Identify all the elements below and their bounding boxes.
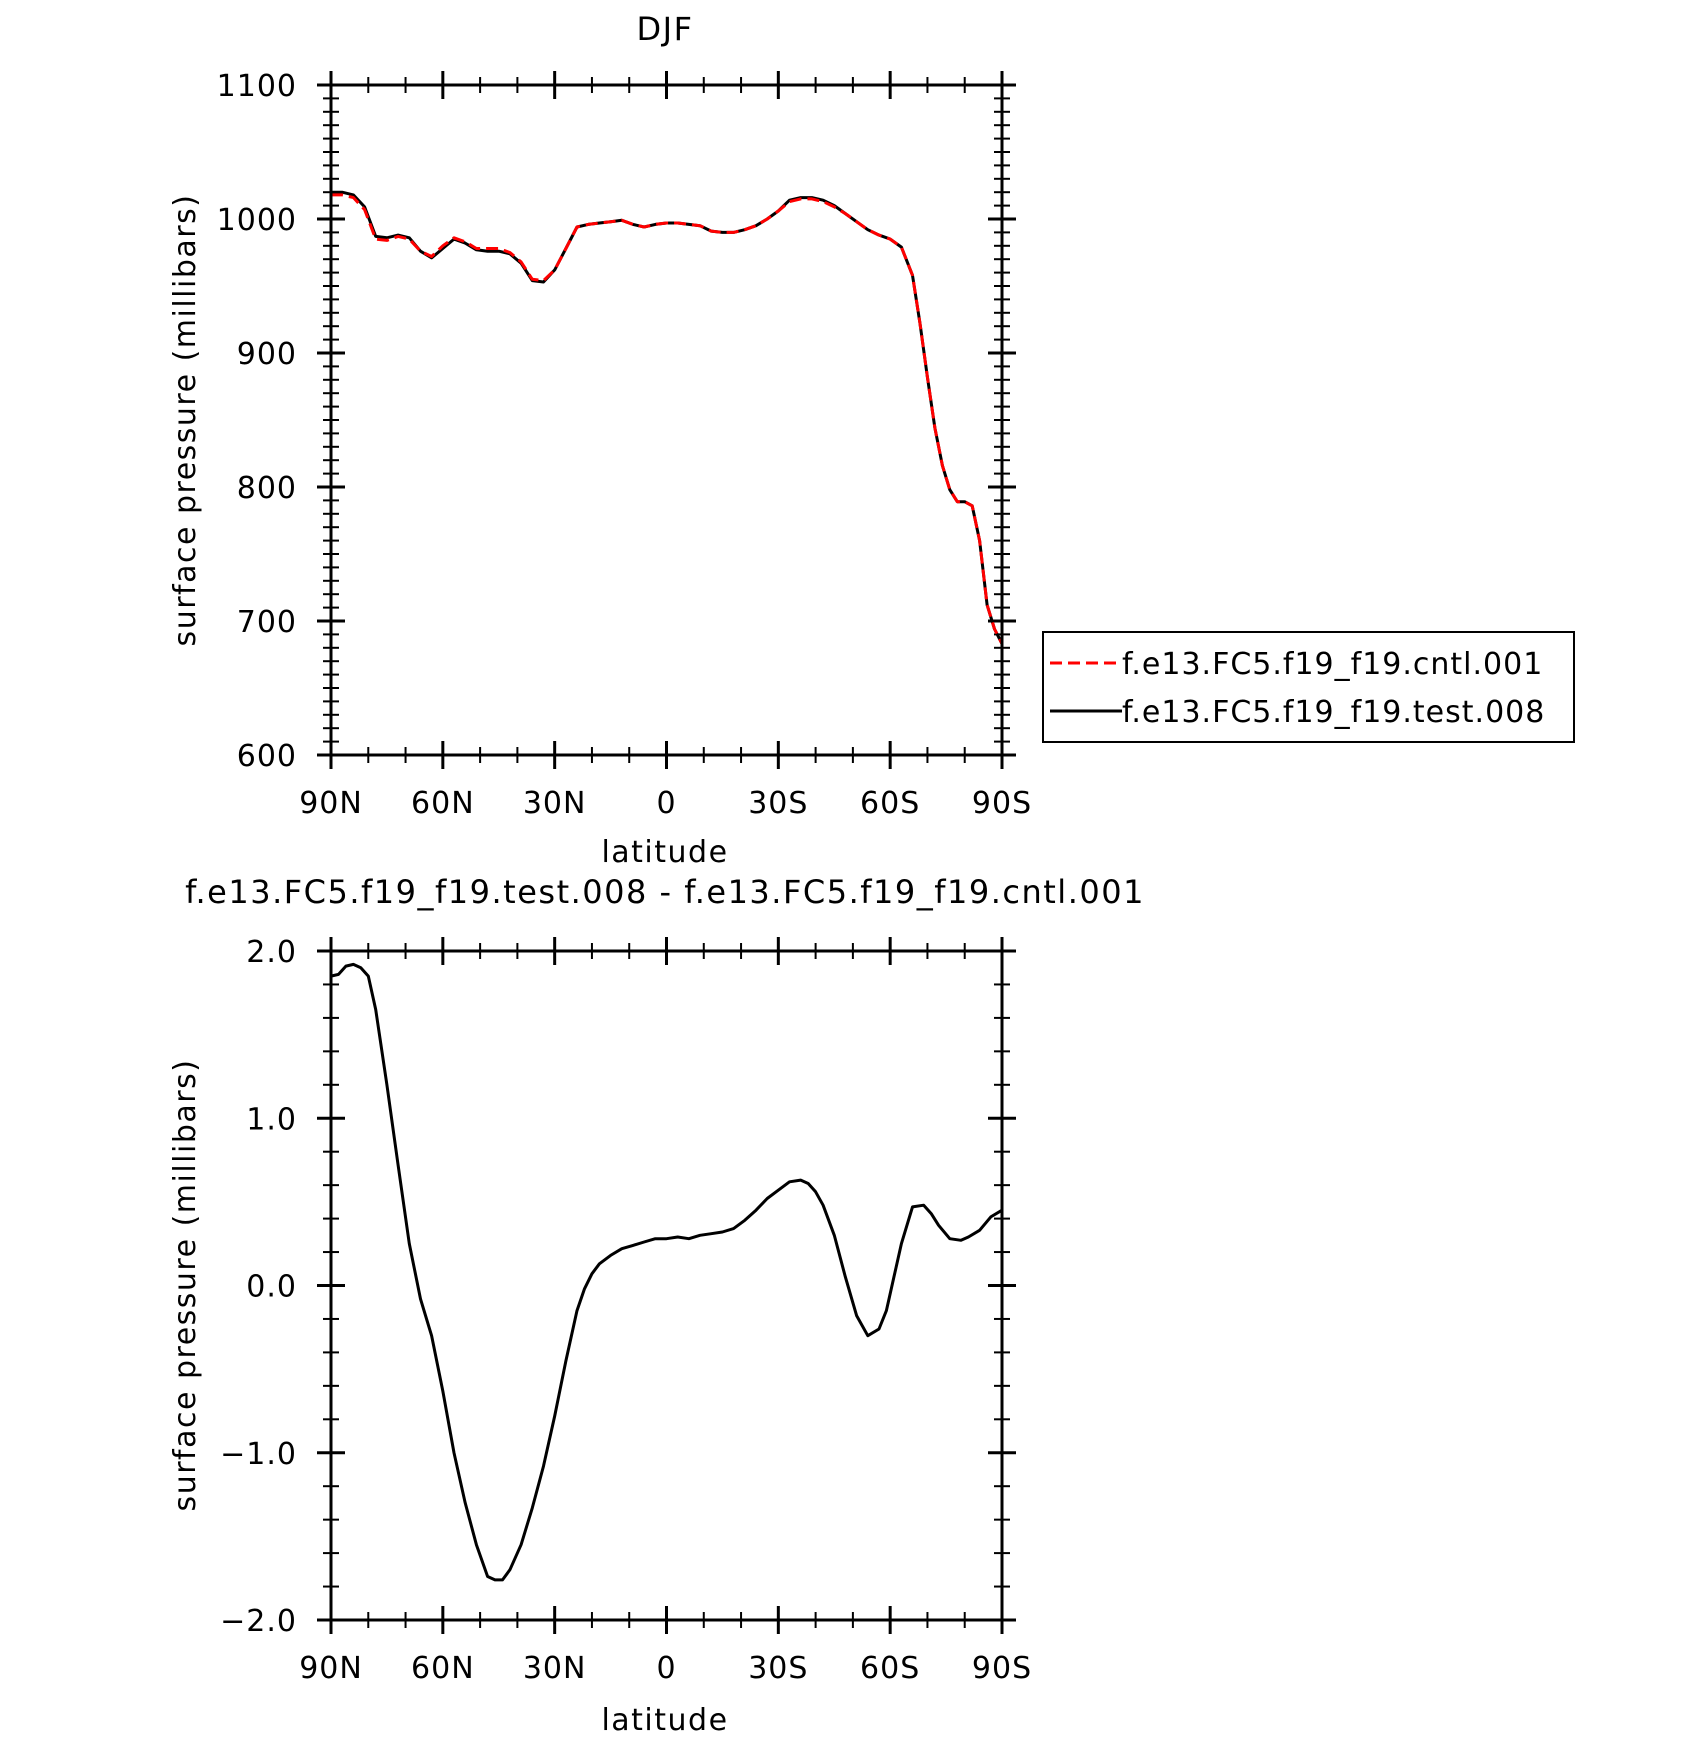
bottom-plot-y-axis-label: surface pressure (millibars) [168, 1059, 203, 1512]
x-tick-label: 90N [299, 786, 363, 821]
legend-box [1042, 631, 1575, 743]
y-tick-label: 1100 [217, 69, 297, 104]
x-tick-label: 60N [411, 786, 475, 821]
y-tick-label: 1.0 [246, 1102, 297, 1137]
top-plot-title: DJF [637, 10, 694, 48]
x-tick-label: 30N [523, 786, 587, 821]
y-tick-label: 700 [237, 605, 297, 640]
bottom-plot-x-tick-labels: 90N 60N 30N 0 30S 60S 90S [299, 1651, 1032, 1686]
bottom-plot-frame [329, 949, 1004, 1622]
legend-label-test: f.e13.FC5.f19_f19.test.008 [1122, 695, 1545, 730]
top-plot-x-tick-labels: 90N 60N 30N 0 30S 60S 90S [299, 786, 1032, 821]
top-plot-frame [329, 83, 1004, 757]
y-tick-label: −2.0 [220, 1604, 297, 1639]
y-tick-label: 1000 [217, 203, 297, 238]
y-tick-label: 900 [237, 337, 297, 372]
x-tick-label: 30S [748, 1651, 808, 1686]
bottom-plot-series [330, 962, 1003, 1582]
top-plot-series [331, 190, 1004, 645]
y-tick-label: −1.0 [220, 1437, 297, 1472]
x-tick-label: 0 [656, 1651, 676, 1686]
bottom-plot-ticks [317, 937, 1016, 1634]
x-tick-label: 0 [656, 786, 676, 821]
legend-label-cntl: f.e13.FC5.f19_f19.cntl.001 [1122, 647, 1543, 682]
y-tick-label: 2.0 [246, 935, 297, 970]
bottom-series-line-test [330, 962, 1003, 1582]
x-tick-label: 60S [860, 786, 920, 821]
x-tick-label: 60S [860, 1651, 920, 1686]
bottom-plot-x-axis-label: latitude [601, 1703, 728, 1738]
top-plot-y-tick-labels: 1100 1000 900 800 700 600 [217, 69, 297, 774]
y-tick-label: 0.0 [246, 1270, 297, 1305]
bottom-plot-y-tick-labels: 2.0 1.0 0.0 −1.0 −2.0 [220, 935, 297, 1639]
x-tick-label: 90S [972, 786, 1032, 821]
x-tick-label: 30S [748, 786, 808, 821]
x-tick-label: 30N [523, 1651, 587, 1686]
top-plot-y-axis-label: surface pressure (millibars) [168, 194, 203, 647]
x-tick-label: 60N [411, 1651, 475, 1686]
legend: f.e13.FC5.f19_f19.cntl.001 f.e13.FC5.f19… [1042, 631, 1575, 743]
top-plot-ticks [317, 71, 1016, 769]
bottom-plot: f.e13.FC5.f19_f19.test.008 - f.e13.FC5.f… [168, 873, 1145, 1738]
x-tick-label: 90N [299, 1651, 363, 1686]
x-tick-label: 90S [972, 1651, 1032, 1686]
y-tick-label: 800 [237, 471, 297, 506]
bottom-plot-title: f.e13.FC5.f19_f19.test.008 - f.e13.FC5.f… [185, 873, 1145, 911]
top-plot-x-axis-label: latitude [601, 835, 728, 870]
top-series-line-cntl [331, 193, 1004, 645]
top-series-line-test [331, 190, 1004, 645]
top-plot: DJF 90N 60N 30N 0 30S 60S 90S 1100 1000 900 800 70… [168, 10, 1032, 870]
y-tick-label: 600 [237, 739, 297, 774]
